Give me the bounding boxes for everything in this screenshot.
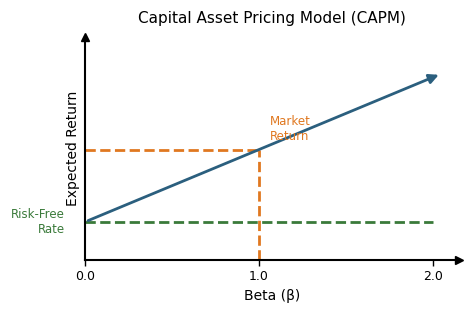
Y-axis label: Expected Return: Expected Return <box>66 91 80 206</box>
Text: Market
Return: Market Return <box>270 115 310 143</box>
Text: Risk-Free
Rate: Risk-Free Rate <box>11 208 64 236</box>
Title: Capital Asset Pricing Model (CAPM): Capital Asset Pricing Model (CAPM) <box>138 11 406 26</box>
X-axis label: Beta (β): Beta (β) <box>244 289 300 303</box>
